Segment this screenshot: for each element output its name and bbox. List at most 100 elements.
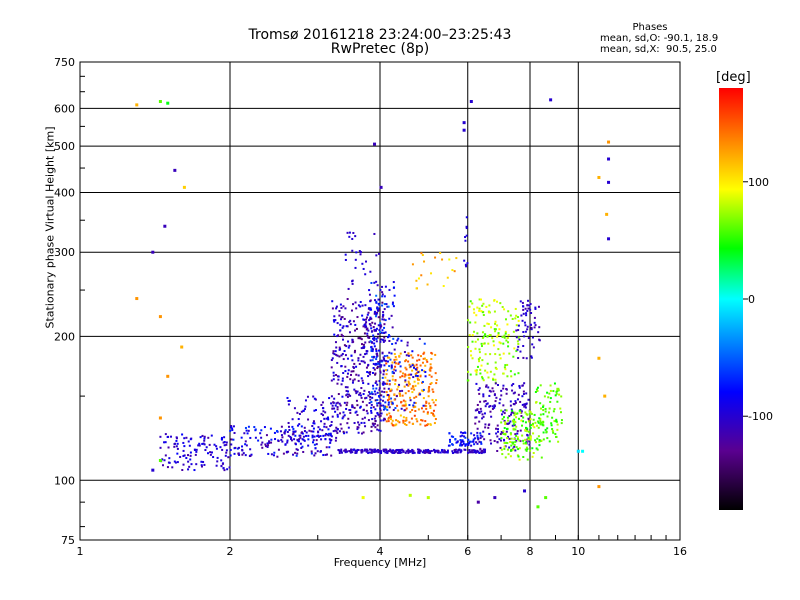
echo-dot	[347, 426, 350, 429]
echo-dot	[526, 428, 529, 431]
echo-dot	[477, 438, 480, 441]
echo-dot	[417, 450, 420, 453]
echo-dot	[203, 437, 206, 440]
echo-dot	[500, 413, 503, 416]
echo-dot	[378, 308, 381, 311]
echo-dot	[357, 374, 360, 377]
echo-dot	[189, 454, 192, 457]
echo-dot	[325, 417, 328, 420]
echo-dot	[401, 389, 404, 392]
data-point	[544, 496, 548, 500]
echo-dot	[513, 438, 516, 441]
echo-dot	[499, 302, 502, 305]
echo-dot	[391, 370, 394, 373]
echo-dot	[517, 372, 520, 375]
echo-dot	[535, 424, 538, 427]
colorbar	[719, 88, 743, 510]
echo-dot	[527, 398, 530, 401]
echo-dot	[548, 407, 551, 410]
echo-dot	[463, 431, 466, 434]
echo-dot	[548, 392, 551, 395]
echo-dot	[270, 453, 273, 456]
echo-dot	[369, 359, 372, 362]
echo-dot	[368, 373, 371, 376]
echo-dot	[549, 389, 552, 392]
echo-dot	[209, 451, 212, 454]
echo-dot	[281, 436, 284, 439]
y-tick-label: 500	[54, 140, 75, 153]
echo-dot	[376, 412, 379, 415]
chart-title-line2: RwPretec (8p)	[330, 41, 430, 57]
echo-dot	[423, 351, 426, 354]
echo-dot	[370, 425, 373, 428]
echo-dot	[419, 450, 422, 453]
echo-dot	[503, 442, 506, 445]
echo-dot	[515, 446, 518, 449]
echo-dot	[482, 313, 485, 316]
echo-dot	[455, 441, 458, 444]
echo-dot	[500, 409, 503, 412]
echo-dot	[519, 350, 522, 353]
echo-dot	[390, 367, 393, 370]
echo-dot	[383, 355, 386, 358]
echo-dot	[346, 393, 349, 396]
data-point	[493, 496, 497, 500]
echo-dot	[476, 403, 479, 406]
echo-dot	[411, 263, 414, 266]
echo-dot	[349, 411, 352, 414]
echo-dot	[379, 414, 382, 417]
echo-dot	[294, 451, 297, 454]
echo-dot	[457, 449, 460, 452]
echo-dot	[382, 395, 385, 398]
echo-dot	[494, 361, 497, 364]
echo-dot	[201, 434, 204, 437]
echo-dot	[523, 321, 526, 324]
echo-dot	[265, 434, 268, 437]
echo-dot	[415, 371, 418, 374]
echo-dot	[523, 335, 526, 338]
echo-dot	[536, 437, 539, 440]
echo-dot	[478, 360, 481, 363]
echo-dot	[412, 404, 415, 407]
echo-dot	[429, 367, 432, 370]
echo-dot	[343, 350, 346, 353]
echo-dot	[270, 438, 273, 441]
echo-dot	[383, 418, 386, 421]
echo-dot	[383, 449, 386, 452]
echo-dot	[358, 393, 361, 396]
echo-dot	[441, 448, 444, 451]
echo-dot	[514, 440, 517, 443]
echo-dot	[166, 436, 169, 439]
echo-dot	[366, 371, 369, 374]
echo-dot	[249, 454, 252, 457]
echo-dot	[406, 449, 409, 452]
echo-dot	[366, 350, 369, 353]
echo-dot	[344, 253, 347, 256]
echo-dot	[482, 451, 485, 454]
echo-dot	[176, 452, 179, 455]
echo-dot	[343, 414, 346, 417]
echo-dot	[375, 352, 378, 355]
echo-dot	[340, 306, 343, 309]
echo-dot	[513, 373, 516, 376]
echo-dot	[312, 427, 315, 430]
echo-dot	[389, 418, 392, 421]
echo-dot	[351, 359, 354, 362]
echo-dot	[422, 352, 425, 355]
echo-dot	[396, 449, 399, 452]
echo-dot	[488, 405, 491, 408]
echo-dot	[346, 386, 349, 389]
echo-dot	[345, 394, 348, 397]
echo-dot	[333, 407, 336, 410]
echo-dot	[516, 454, 519, 457]
echo-dot	[481, 417, 484, 420]
echo-dot	[373, 345, 376, 348]
echo-dot	[207, 436, 210, 439]
echo-dot	[512, 392, 515, 395]
echo-dot	[373, 339, 376, 342]
echo-dot	[525, 413, 528, 416]
echo-dot	[269, 427, 272, 430]
echo-dot	[238, 453, 241, 456]
echo-dot	[342, 415, 345, 418]
echo-dot	[401, 404, 404, 407]
